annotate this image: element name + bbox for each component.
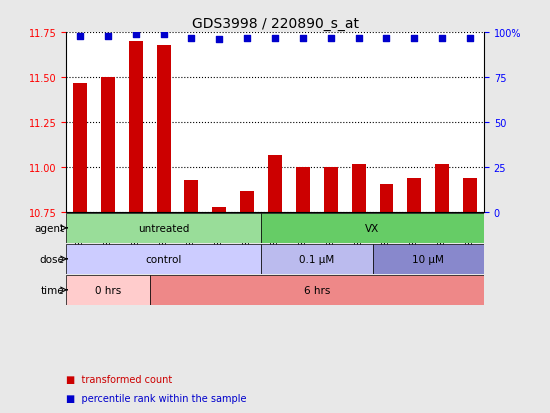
Bar bbox=[379, 184, 393, 213]
Text: 10 μM: 10 μM bbox=[412, 254, 444, 264]
Bar bbox=[73, 83, 87, 213]
Point bbox=[75, 33, 84, 40]
Point bbox=[187, 35, 196, 42]
FancyBboxPatch shape bbox=[261, 244, 372, 274]
Bar bbox=[240, 191, 254, 213]
Bar bbox=[212, 207, 226, 213]
FancyBboxPatch shape bbox=[66, 275, 150, 305]
Text: ■  percentile rank within the sample: ■ percentile rank within the sample bbox=[66, 393, 246, 403]
Bar bbox=[157, 45, 170, 213]
Bar bbox=[268, 155, 282, 213]
Text: 0 hrs: 0 hrs bbox=[95, 285, 121, 295]
Title: GDS3998 / 220890_s_at: GDS3998 / 220890_s_at bbox=[191, 17, 359, 31]
FancyBboxPatch shape bbox=[261, 214, 484, 243]
Bar bbox=[324, 168, 338, 213]
Bar bbox=[101, 78, 115, 213]
Text: ■  transformed count: ■ transformed count bbox=[66, 374, 172, 384]
Point bbox=[299, 35, 307, 42]
Bar bbox=[408, 179, 421, 213]
Point bbox=[410, 35, 419, 42]
Point bbox=[382, 35, 391, 42]
Text: untreated: untreated bbox=[138, 223, 189, 233]
Bar bbox=[463, 179, 477, 213]
Text: dose: dose bbox=[40, 254, 64, 264]
FancyBboxPatch shape bbox=[150, 275, 484, 305]
Text: 6 hrs: 6 hrs bbox=[304, 285, 330, 295]
FancyBboxPatch shape bbox=[66, 244, 261, 274]
Bar bbox=[129, 42, 142, 213]
Text: VX: VX bbox=[365, 223, 380, 233]
Bar bbox=[296, 168, 310, 213]
FancyBboxPatch shape bbox=[372, 244, 484, 274]
Point bbox=[438, 35, 447, 42]
Point bbox=[466, 35, 475, 42]
Point bbox=[326, 35, 335, 42]
Bar bbox=[184, 180, 199, 213]
Text: time: time bbox=[41, 285, 64, 295]
Bar bbox=[435, 164, 449, 213]
Point bbox=[215, 37, 224, 43]
Point bbox=[354, 35, 363, 42]
Text: control: control bbox=[145, 254, 182, 264]
Bar bbox=[351, 164, 366, 213]
FancyBboxPatch shape bbox=[66, 214, 261, 243]
Text: agent: agent bbox=[35, 223, 64, 233]
Point bbox=[131, 31, 140, 38]
Point bbox=[271, 35, 279, 42]
Point bbox=[103, 33, 112, 40]
Text: 0.1 μM: 0.1 μM bbox=[299, 254, 334, 264]
Point bbox=[159, 31, 168, 38]
Point bbox=[243, 35, 251, 42]
